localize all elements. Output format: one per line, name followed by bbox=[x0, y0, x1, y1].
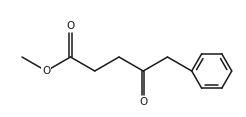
Text: O: O bbox=[139, 97, 147, 107]
Text: O: O bbox=[42, 66, 50, 76]
Text: O: O bbox=[66, 21, 75, 31]
